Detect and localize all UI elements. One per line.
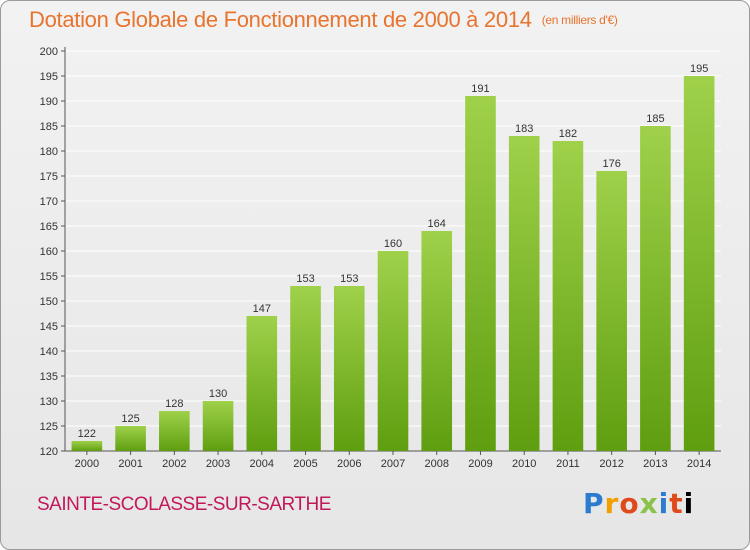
x-tick-label: 2003 [206, 458, 230, 470]
bar-value-label: 130 [209, 388, 227, 400]
bar [71, 441, 103, 451]
bar [115, 426, 146, 451]
y-tick-label: 125 [40, 421, 58, 433]
y-tick-label: 140 [40, 346, 58, 358]
y-tick-label: 155 [40, 271, 58, 283]
bar-value-label: 185 [646, 113, 664, 125]
y-tick-label: 120 [40, 446, 58, 458]
bar-value-label: 153 [340, 273, 358, 285]
bar-value-label: 164 [428, 218, 446, 230]
unit-note: (en milliers d'€) [541, 13, 618, 27]
x-tick-label: 2002 [162, 458, 186, 470]
x-tick-label: 2000 [75, 458, 99, 470]
bar [202, 401, 234, 451]
y-tick-label: 190 [40, 96, 58, 108]
y-tick-label: 175 [40, 171, 58, 183]
bar [377, 251, 409, 451]
title-text: Dotation Globale de Fonctionnement de 20… [29, 7, 532, 32]
x-tick-label: 2012 [599, 458, 623, 470]
x-tick-label: 2014 [687, 458, 711, 470]
bar-value-label: 147 [253, 303, 271, 315]
x-tick-label: 2013 [643, 458, 667, 470]
y-tick-label: 135 [40, 371, 58, 383]
bar [159, 411, 190, 451]
x-tick-label: 2007 [381, 458, 405, 470]
bar [421, 231, 453, 451]
bar-value-label: 125 [121, 413, 139, 425]
bar [508, 136, 540, 451]
x-tick-label: 2005 [293, 458, 317, 470]
y-tick-label: 150 [40, 296, 58, 308]
y-tick-label: 185 [40, 121, 58, 133]
y-tick-label: 145 [40, 321, 58, 333]
bar [246, 316, 278, 451]
bar [552, 141, 584, 451]
x-tick-label: 2011 [556, 458, 580, 470]
x-tick-label: 2004 [250, 458, 274, 470]
bar [290, 286, 321, 451]
bar-value-label: 160 [384, 238, 402, 250]
y-tick-label: 160 [40, 246, 58, 258]
x-tick-label: 2010 [512, 458, 536, 470]
bar [640, 126, 671, 451]
x-tick-label: 2008 [424, 458, 448, 470]
bar [333, 286, 365, 451]
bar [465, 96, 496, 451]
y-tick-label: 130 [40, 396, 58, 408]
bar [596, 171, 627, 451]
y-tick-label: 170 [40, 196, 58, 208]
y-tick-label: 200 [40, 46, 58, 58]
x-tick-label: 2009 [468, 458, 492, 470]
y-tick-label: 195 [40, 71, 58, 83]
proxiti-logo: Proxiti [583, 487, 695, 520]
bar-value-label: 191 [471, 83, 489, 95]
y-tick-label: 180 [40, 146, 58, 158]
x-tick-label: 2006 [337, 458, 361, 470]
bar-value-label: 128 [165, 398, 183, 410]
x-tick-label: 2001 [118, 458, 142, 470]
bar-value-label: 122 [78, 428, 96, 440]
bar-value-label: 153 [296, 273, 314, 285]
bar [683, 76, 715, 451]
bar-value-label: 195 [690, 63, 708, 75]
commune-name: SAINTE-SCOLASSE-SUR-SARTHE [37, 494, 331, 515]
chart-title: Dotation Globale de Fonctionnement de 20… [29, 7, 618, 33]
bar-value-label: 176 [602, 158, 620, 170]
bar-value-label: 182 [559, 128, 577, 140]
bar-value-label: 183 [515, 123, 533, 135]
y-tick-label: 165 [40, 221, 58, 233]
